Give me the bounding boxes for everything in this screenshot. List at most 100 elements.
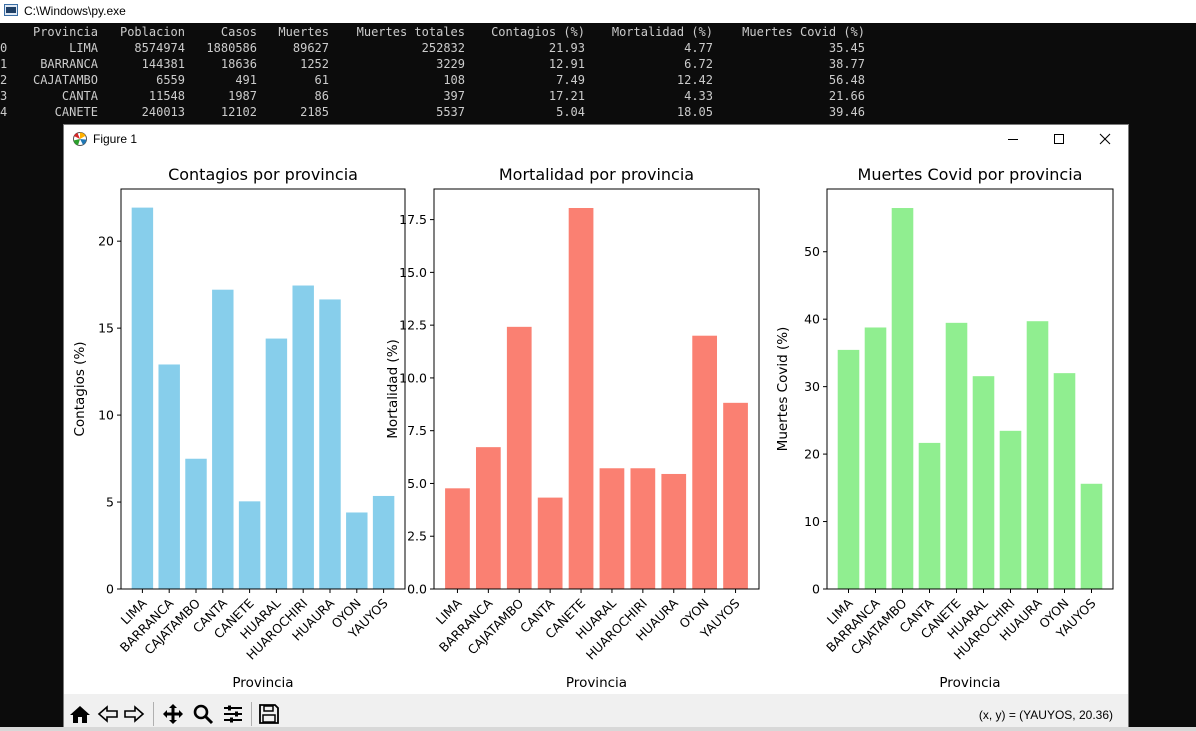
console-cell: 252832 xyxy=(421,41,465,55)
console-cell: 1987 xyxy=(228,89,257,103)
console-data-row: 4 CANETE 240013 12102 2185 5537 5.04 18.05 39.46 xyxy=(0,104,865,120)
console-cell: LIMA xyxy=(69,41,98,55)
maximize-button[interactable] xyxy=(1036,125,1082,153)
console-cell: 35.45 xyxy=(828,41,865,55)
y-axis-label: Muertes Covid (%) xyxy=(775,327,791,452)
bar xyxy=(999,430,1022,589)
configure-subplots-button[interactable] xyxy=(221,703,245,725)
save-button[interactable] xyxy=(257,703,281,725)
bar xyxy=(185,458,207,589)
console-cell: 39.46 xyxy=(828,105,865,119)
bar xyxy=(1080,483,1103,589)
bar xyxy=(537,497,563,589)
bar xyxy=(1053,373,1076,589)
plot-frame xyxy=(433,188,760,590)
toolbar-separator xyxy=(251,702,252,726)
matplotlib-icon xyxy=(73,132,87,146)
close-icon xyxy=(1099,133,1111,145)
console-cell: BARRANCA xyxy=(40,57,98,71)
figure-canvas[interactable]: Contagios por provincia05101520LIMABARRA… xyxy=(64,153,1128,694)
y-tick-label: 20 xyxy=(98,234,114,249)
console-cell: 21.66 xyxy=(828,89,865,103)
bar xyxy=(630,468,656,589)
y-tick-label: 0 xyxy=(812,582,820,597)
save-icon xyxy=(259,704,279,724)
bar xyxy=(158,364,180,589)
bar xyxy=(212,289,234,589)
bar xyxy=(1026,321,1049,589)
chart-title: Mortalidad por provincia xyxy=(499,165,694,184)
bar xyxy=(292,285,314,589)
console-data-row: 1 BARRANCA 144381 18636 1252 3229 12.91 6.72 38.… xyxy=(0,56,865,72)
console-cell: 5537 xyxy=(436,105,465,119)
cursor-coordinates: (x, y) = (YAUYOS, 20.36) xyxy=(978,708,1113,722)
console-cell: 89627 xyxy=(292,41,329,55)
bar xyxy=(945,322,968,589)
console-cell: Muertes Covid (%) xyxy=(742,25,865,39)
console-cell: 11548 xyxy=(148,89,185,103)
console-cell: 17.21 xyxy=(548,89,585,103)
bar xyxy=(319,299,341,589)
console-cell: 6.72 xyxy=(684,57,713,71)
bar xyxy=(918,442,941,589)
console-cell: 144381 xyxy=(141,57,185,71)
console-cell: 61 xyxy=(314,73,329,87)
y-axis-label: Contagios (%) xyxy=(72,341,88,436)
y-tick-label: 50 xyxy=(804,244,820,259)
console-cell: CANETE xyxy=(54,105,98,119)
y-tick-label: 12.5 xyxy=(399,318,427,333)
maximize-icon xyxy=(1054,134,1064,144)
console-cell: 18.05 xyxy=(676,105,713,119)
console-cell: Casos xyxy=(220,25,257,39)
bar xyxy=(891,208,914,590)
console-data-row: 2 CAJATAMBO 6559 491 61 108 7.49 12.42 56.48 xyxy=(0,72,865,88)
y-tick-label: 30 xyxy=(804,379,820,394)
back-button[interactable] xyxy=(96,703,120,725)
zoom-button[interactable] xyxy=(191,703,215,725)
console-cell: 0 xyxy=(0,41,8,55)
y-tick-label: 7.5 xyxy=(407,423,427,438)
console-cell: 12.42 xyxy=(676,73,713,87)
minimize-button[interactable] xyxy=(990,125,1036,153)
bar xyxy=(346,512,368,589)
console-cell: 12.91 xyxy=(548,57,585,71)
forward-button[interactable] xyxy=(122,703,146,725)
toolbar-separator xyxy=(153,702,154,726)
console-cell: 4.33 xyxy=(684,89,713,103)
console-cell: 491 xyxy=(235,73,257,87)
figure-window: Figure 1 Contagios por provincia 0 5 10 15 20… xyxy=(64,125,1128,731)
x-axis-label: Provincia xyxy=(939,675,1000,691)
figure-titlebar: Figure 1 xyxy=(64,125,1128,153)
y-tick-label: 40 xyxy=(804,312,820,327)
y-tick-label: 0.0 xyxy=(407,582,427,597)
console-cell: 108 xyxy=(443,73,465,87)
home-button[interactable] xyxy=(68,703,92,725)
y-tick-label: 5.0 xyxy=(407,476,427,491)
console-cell: Muertes xyxy=(278,25,329,39)
console-cell: CANTA xyxy=(61,89,98,103)
pan-button[interactable] xyxy=(161,703,185,725)
console-cell: 6559 xyxy=(156,73,185,87)
home-icon xyxy=(70,706,90,723)
bar xyxy=(265,338,288,589)
console-cell: 5.04 xyxy=(556,105,585,119)
y-tick-label: 2.5 xyxy=(407,529,427,544)
console-cell: CAJATAMBO xyxy=(32,73,98,87)
console-cell: 2 xyxy=(0,73,8,87)
bar xyxy=(445,488,470,589)
y-tick-label: 20 xyxy=(804,447,820,462)
console-cell: 1252 xyxy=(300,57,329,71)
bar xyxy=(238,501,261,589)
console-cell: 12102 xyxy=(220,105,257,119)
minimize-icon xyxy=(1008,139,1018,140)
console-cell: 240013 xyxy=(141,105,185,119)
console-cell: 56.48 xyxy=(828,73,865,87)
pan-icon xyxy=(163,704,183,724)
bar xyxy=(475,447,501,589)
configure-icon xyxy=(224,705,242,723)
console-cell: Provincia xyxy=(32,25,98,39)
console-cell: 8574974 xyxy=(134,41,185,55)
chart-title: Muertes Covid por provincia xyxy=(858,165,1083,184)
navigation-toolbar: (x, y) = (YAUYOS, 20.36) xyxy=(64,694,1128,731)
close-button[interactable] xyxy=(1082,125,1128,153)
